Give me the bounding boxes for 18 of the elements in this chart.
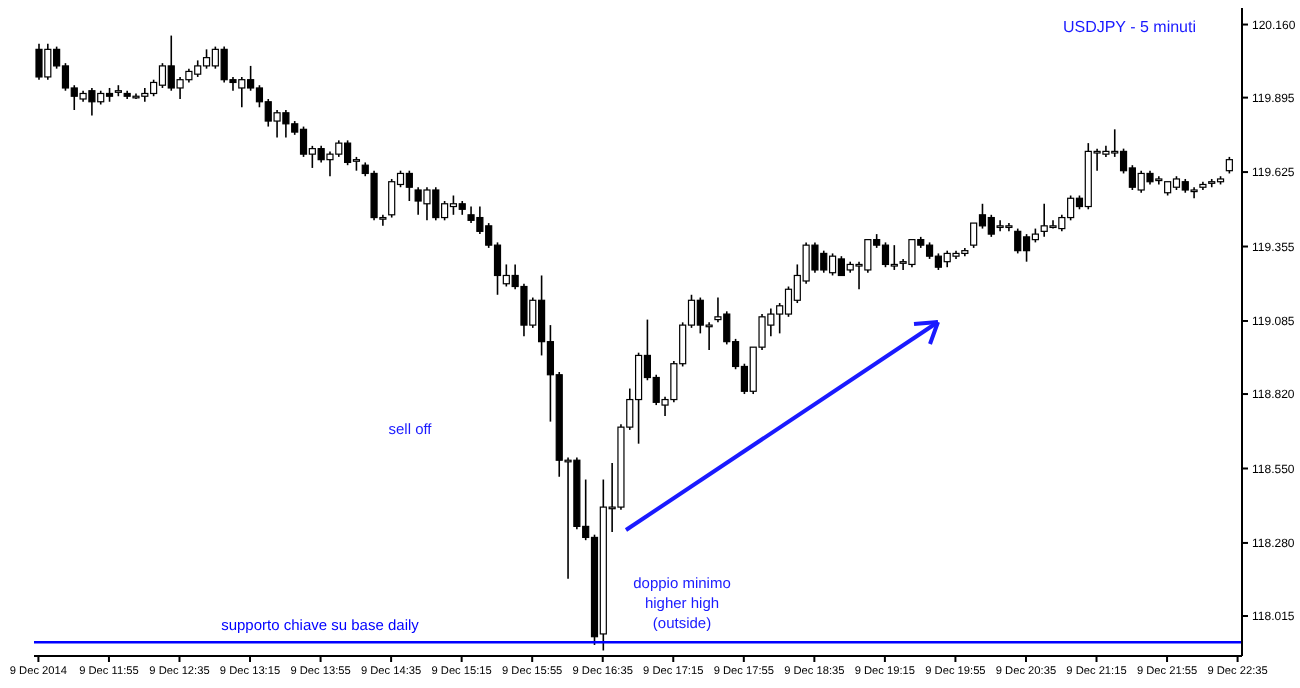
candlestick — [881, 241, 890, 268]
candlestick — [202, 48, 211, 70]
candlestick — [326, 150, 334, 177]
candlestick — [970, 222, 978, 249]
candlestick — [1014, 227, 1022, 255]
candlestick — [634, 351, 643, 445]
candlestick — [1022, 233, 1031, 263]
candlestick — [35, 43, 43, 81]
candlestick — [1049, 219, 1057, 230]
candlestick — [388, 178, 396, 219]
candlestick — [405, 169, 413, 202]
candlestick — [890, 244, 898, 271]
candlestick — [158, 62, 167, 89]
candlestick — [299, 125, 308, 158]
candlestick — [423, 186, 431, 222]
text: USDJPY - 5 minuti — [1062, 18, 1196, 36]
candlestick — [449, 194, 458, 216]
candlestick — [828, 252, 837, 277]
